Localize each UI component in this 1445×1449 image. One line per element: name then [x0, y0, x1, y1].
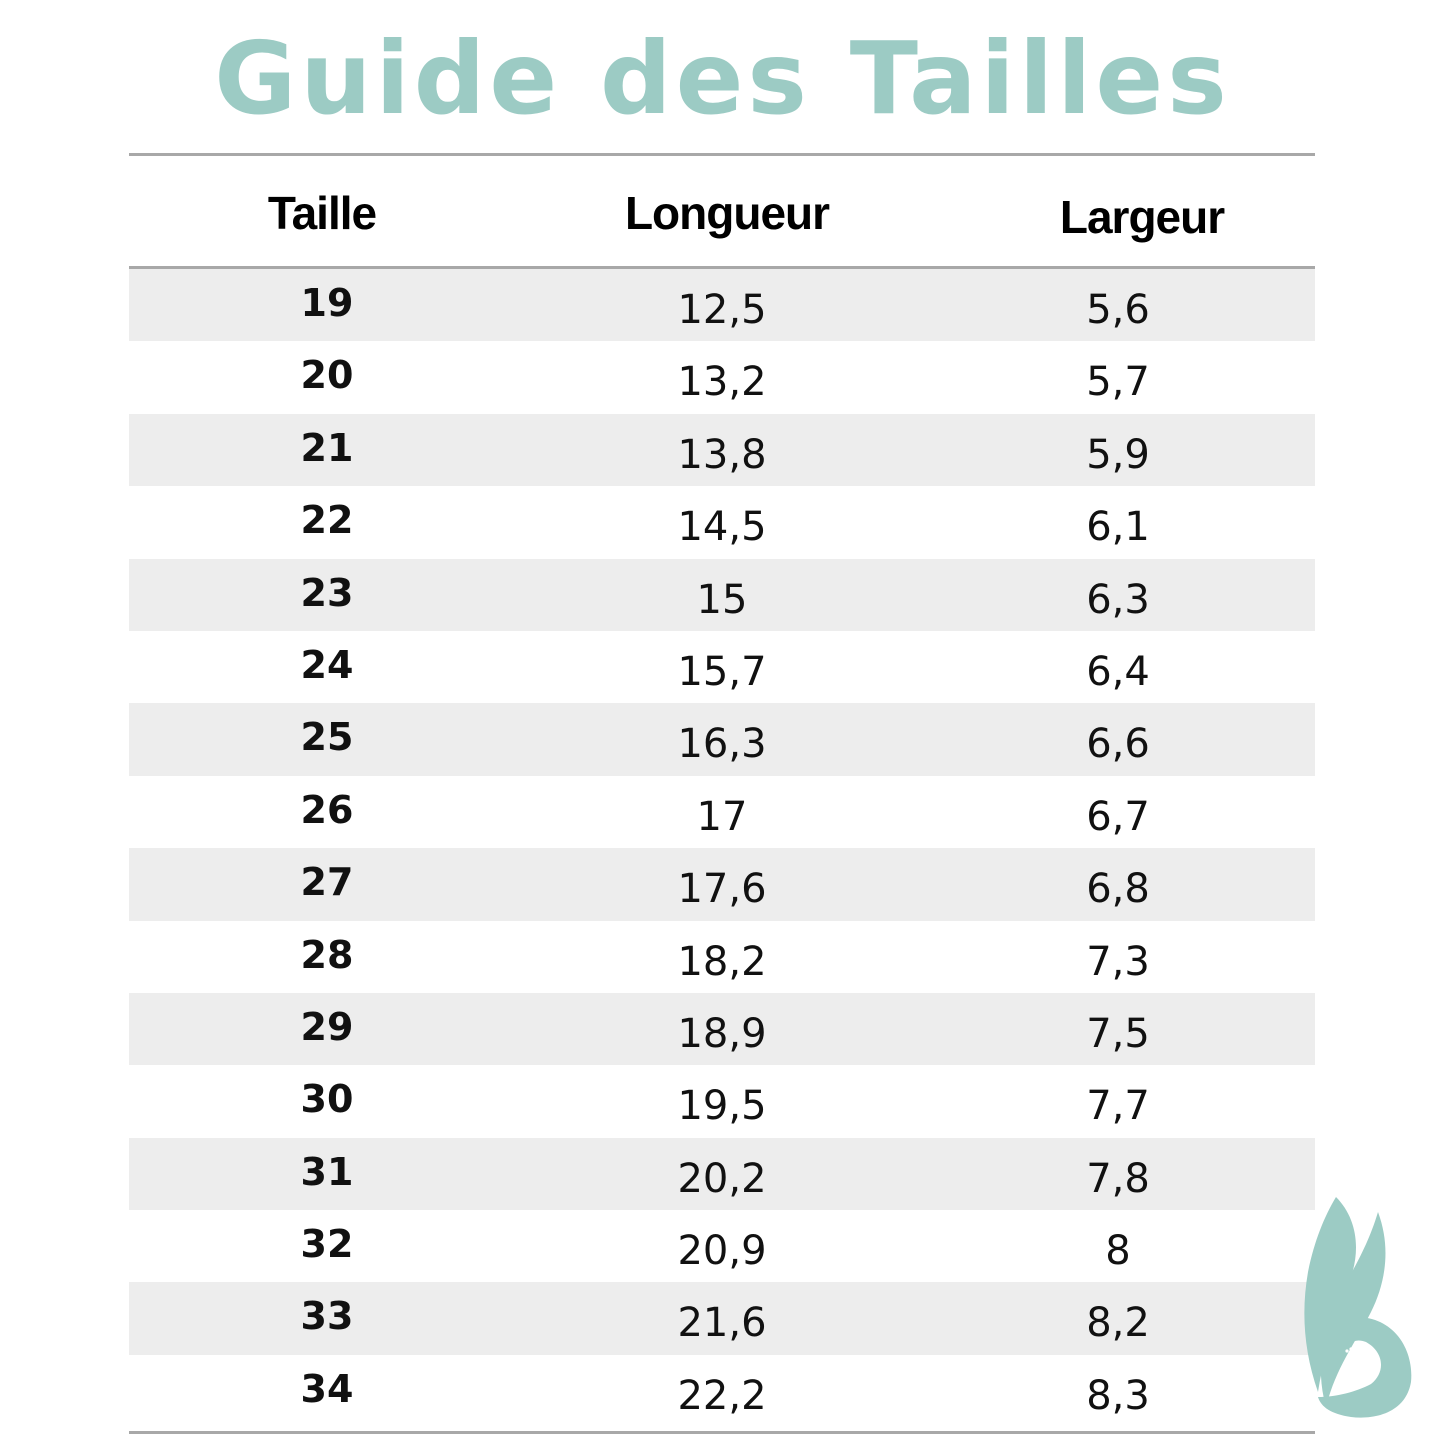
table-row: 26 17 6,7 [129, 776, 1315, 848]
size-table: Taille Longueur Largeur 19 12,5 5,6 20 13,2 5… [129, 153, 1315, 1435]
header-taille: Taille [267, 187, 377, 239]
table-row: 21 13,8 5,9 [129, 413, 1315, 487]
cell-longueur: 13,2 [677, 359, 767, 406]
table-row: 29 18,9 7,5 [129, 992, 1315, 1066]
page-title: Guide des Tailles [214, 20, 1231, 137]
cell-largeur: 7,7 [1086, 1083, 1150, 1130]
cell-largeur: 8 [1105, 1228, 1131, 1275]
cell-taille: 21 [300, 425, 354, 470]
cell-taille: 33 [300, 1294, 354, 1339]
cell-longueur: 13,8 [677, 431, 767, 478]
cell-largeur: 6,3 [1086, 576, 1150, 623]
cell-longueur: 17 [696, 793, 748, 840]
cell-longueur: 17,6 [677, 866, 767, 913]
cell-taille: 25 [300, 715, 354, 760]
cell-longueur: 20,9 [677, 1228, 767, 1275]
cell-taille: 20 [300, 353, 354, 398]
cell-largeur: 6,1 [1086, 504, 1150, 551]
table-row: 24 15,7 6,4 [129, 631, 1315, 703]
header-longueur: Longueur [624, 187, 830, 239]
bunny-foot-logo-icon [1304, 1197, 1412, 1418]
cell-largeur: 5,7 [1086, 359, 1150, 406]
cell-largeur: 5,9 [1086, 431, 1150, 478]
table-row: 33 21,6 8,2 [129, 1282, 1315, 1355]
cell-largeur: 6,7 [1086, 793, 1150, 840]
cell-largeur: 7,3 [1086, 938, 1150, 985]
cell-taille: 24 [300, 642, 354, 687]
cell-longueur: 16,3 [677, 721, 767, 768]
cell-largeur: 6,4 [1086, 648, 1150, 695]
cell-largeur: 8,2 [1086, 1300, 1150, 1347]
cell-taille: 22 [300, 498, 354, 543]
cell-taille: 30 [300, 1077, 354, 1122]
table-row: 23 15 6,3 [129, 558, 1315, 631]
header-rule [129, 266, 1315, 269]
cell-longueur: 15,7 [677, 648, 767, 695]
bottom-rule [129, 1431, 1315, 1435]
cell-largeur: 6,6 [1086, 721, 1150, 768]
table-body: 19 12,5 5,6 20 13,2 5,7 21 13,8 5,9 22 14,5 6,1 23 15… [129, 269, 1315, 1427]
cell-taille: 19 [300, 281, 354, 325]
table-header: Taille Longueur Largeur [129, 156, 1315, 266]
cell-longueur: 19,5 [677, 1083, 767, 1130]
cell-largeur: 6,8 [1086, 866, 1150, 913]
table-row: 22 14,5 6,1 [129, 486, 1315, 558]
cell-longueur: 18,9 [677, 1010, 767, 1057]
table-row: 28 18,2 7,3 [129, 921, 1315, 993]
cell-largeur: 8,3 [1086, 1372, 1150, 1419]
table-row: 32 20,9 8 [129, 1210, 1315, 1282]
table-row: 30 19,5 7,7 [129, 1065, 1315, 1137]
cell-largeur: 7,8 [1086, 1155, 1150, 1202]
header-largeur: Largeur [1059, 191, 1225, 243]
cell-taille: 34 [300, 1366, 354, 1411]
cell-taille: 31 [300, 1149, 354, 1194]
table-row: 27 17,6 6,8 [129, 848, 1315, 921]
top-rule [129, 153, 1315, 156]
table-row: 25 16,3 6,6 [129, 703, 1315, 776]
cell-taille: 29 [300, 1004, 354, 1049]
cell-largeur: 5,6 [1086, 287, 1150, 333]
cell-taille: 26 [300, 787, 354, 832]
cell-longueur: 14,5 [677, 504, 767, 551]
cell-longueur: 12,5 [677, 287, 767, 333]
cell-longueur: 22,2 [677, 1372, 767, 1419]
table-row: 20 13,2 5,7 [129, 341, 1315, 413]
cell-taille: 32 [300, 1222, 354, 1267]
cell-longueur: 20,2 [677, 1155, 767, 1202]
table-row: 34 22,2 8,3 [129, 1355, 1315, 1427]
table-row: 19 12,5 5,6 [129, 269, 1315, 342]
table-row: 31 20,2 7,8 [129, 1137, 1315, 1211]
cell-longueur: 21,6 [677, 1300, 767, 1347]
cell-longueur: 15 [696, 576, 748, 623]
cell-taille: 27 [300, 860, 354, 905]
cell-taille: 23 [300, 570, 354, 615]
cell-largeur: 7,5 [1086, 1010, 1150, 1057]
cell-longueur: 18,2 [677, 938, 767, 985]
cell-taille: 28 [300, 932, 354, 977]
